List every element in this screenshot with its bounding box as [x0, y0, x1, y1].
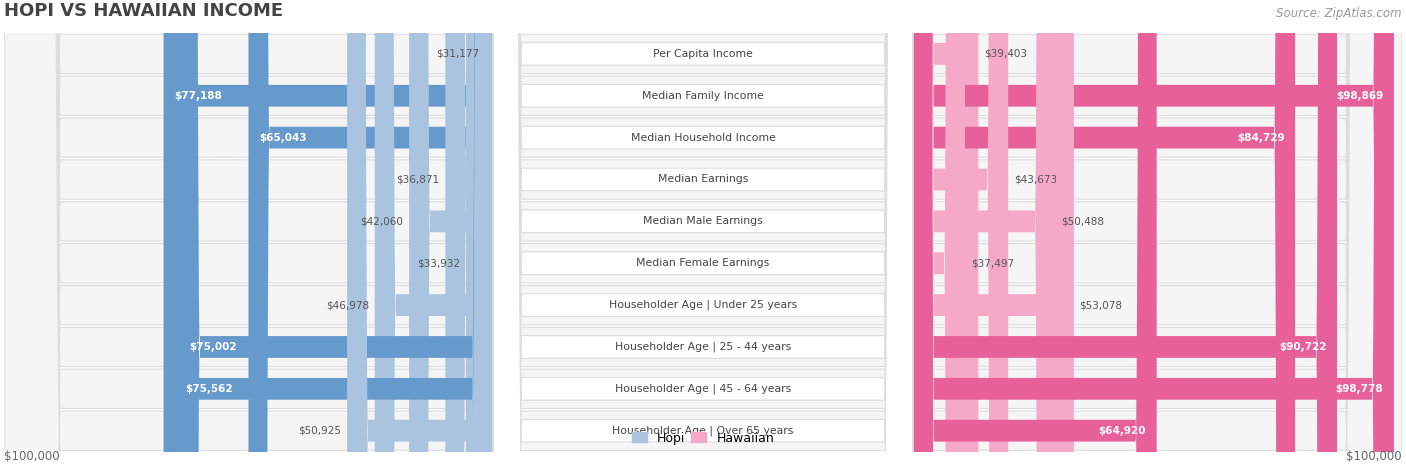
- FancyBboxPatch shape: [163, 0, 494, 467]
- Text: $75,562: $75,562: [186, 384, 233, 394]
- Text: Source: ZipAtlas.com: Source: ZipAtlas.com: [1277, 7, 1402, 21]
- FancyBboxPatch shape: [494, 0, 912, 467]
- Text: $43,673: $43,673: [1014, 175, 1057, 184]
- FancyBboxPatch shape: [494, 0, 912, 467]
- Text: Householder Age | 25 - 44 years: Householder Age | 25 - 44 years: [614, 342, 792, 352]
- FancyBboxPatch shape: [174, 0, 494, 467]
- Text: $100,000: $100,000: [4, 450, 60, 462]
- Text: $65,043: $65,043: [259, 133, 307, 142]
- Text: $33,932: $33,932: [418, 258, 460, 268]
- FancyBboxPatch shape: [912, 0, 1008, 467]
- Text: $37,497: $37,497: [970, 258, 1014, 268]
- Text: $100,000: $100,000: [1346, 450, 1402, 462]
- FancyBboxPatch shape: [494, 0, 912, 467]
- Text: HOPI VS HAWAIIAN INCOME: HOPI VS HAWAIIAN INCOME: [4, 2, 283, 21]
- Text: $53,078: $53,078: [1080, 300, 1122, 310]
- FancyBboxPatch shape: [494, 0, 912, 467]
- FancyBboxPatch shape: [912, 0, 1393, 467]
- Text: Householder Age | Under 25 years: Householder Age | Under 25 years: [609, 300, 797, 311]
- FancyBboxPatch shape: [179, 0, 494, 467]
- FancyBboxPatch shape: [494, 0, 912, 467]
- FancyBboxPatch shape: [912, 0, 1056, 467]
- Text: Householder Age | 45 - 64 years: Householder Age | 45 - 64 years: [614, 383, 792, 394]
- FancyBboxPatch shape: [4, 0, 1402, 467]
- FancyBboxPatch shape: [4, 0, 1402, 467]
- FancyBboxPatch shape: [494, 0, 912, 467]
- FancyBboxPatch shape: [912, 0, 965, 467]
- FancyBboxPatch shape: [494, 0, 912, 467]
- Text: $77,188: $77,188: [174, 91, 222, 101]
- Text: $46,978: $46,978: [326, 300, 370, 310]
- Text: Householder Age | Over 65 years: Householder Age | Over 65 years: [612, 425, 794, 436]
- FancyBboxPatch shape: [472, 0, 506, 467]
- Text: $42,060: $42,060: [360, 216, 404, 226]
- FancyBboxPatch shape: [465, 0, 494, 467]
- Text: Median Family Income: Median Family Income: [643, 91, 763, 101]
- FancyBboxPatch shape: [4, 0, 1402, 467]
- FancyBboxPatch shape: [912, 0, 1074, 467]
- FancyBboxPatch shape: [375, 0, 494, 467]
- FancyBboxPatch shape: [446, 0, 494, 467]
- FancyBboxPatch shape: [494, 0, 912, 467]
- FancyBboxPatch shape: [4, 0, 1402, 467]
- Text: $31,177: $31,177: [436, 49, 479, 59]
- Text: $50,488: $50,488: [1062, 216, 1105, 226]
- Text: Median Earnings: Median Earnings: [658, 175, 748, 184]
- FancyBboxPatch shape: [912, 0, 979, 467]
- FancyBboxPatch shape: [4, 0, 1402, 467]
- FancyBboxPatch shape: [494, 0, 912, 467]
- FancyBboxPatch shape: [4, 0, 1402, 467]
- Text: $75,002: $75,002: [190, 342, 238, 352]
- FancyBboxPatch shape: [347, 0, 494, 467]
- FancyBboxPatch shape: [4, 0, 1402, 467]
- Text: $98,778: $98,778: [1336, 384, 1384, 394]
- FancyBboxPatch shape: [912, 0, 1337, 467]
- Text: $84,729: $84,729: [1237, 133, 1285, 142]
- Text: Per Capita Income: Per Capita Income: [652, 49, 754, 59]
- FancyBboxPatch shape: [912, 0, 1295, 467]
- FancyBboxPatch shape: [4, 0, 1402, 467]
- Text: Median Female Earnings: Median Female Earnings: [637, 258, 769, 268]
- Text: $39,403: $39,403: [984, 49, 1026, 59]
- Text: $64,920: $64,920: [1098, 426, 1146, 436]
- FancyBboxPatch shape: [249, 0, 494, 467]
- FancyBboxPatch shape: [494, 0, 912, 467]
- Text: $90,722: $90,722: [1279, 342, 1326, 352]
- Text: Median Male Earnings: Median Male Earnings: [643, 216, 763, 226]
- FancyBboxPatch shape: [4, 0, 1402, 467]
- Text: Median Household Income: Median Household Income: [630, 133, 776, 142]
- Legend: Hopi, Hawaiian: Hopi, Hawaiian: [627, 426, 779, 450]
- FancyBboxPatch shape: [912, 0, 1393, 467]
- Text: $98,869: $98,869: [1336, 91, 1384, 101]
- FancyBboxPatch shape: [912, 0, 1157, 467]
- Text: $36,871: $36,871: [396, 175, 440, 184]
- Text: $50,925: $50,925: [298, 426, 342, 436]
- FancyBboxPatch shape: [409, 0, 494, 467]
- FancyBboxPatch shape: [4, 0, 1402, 467]
